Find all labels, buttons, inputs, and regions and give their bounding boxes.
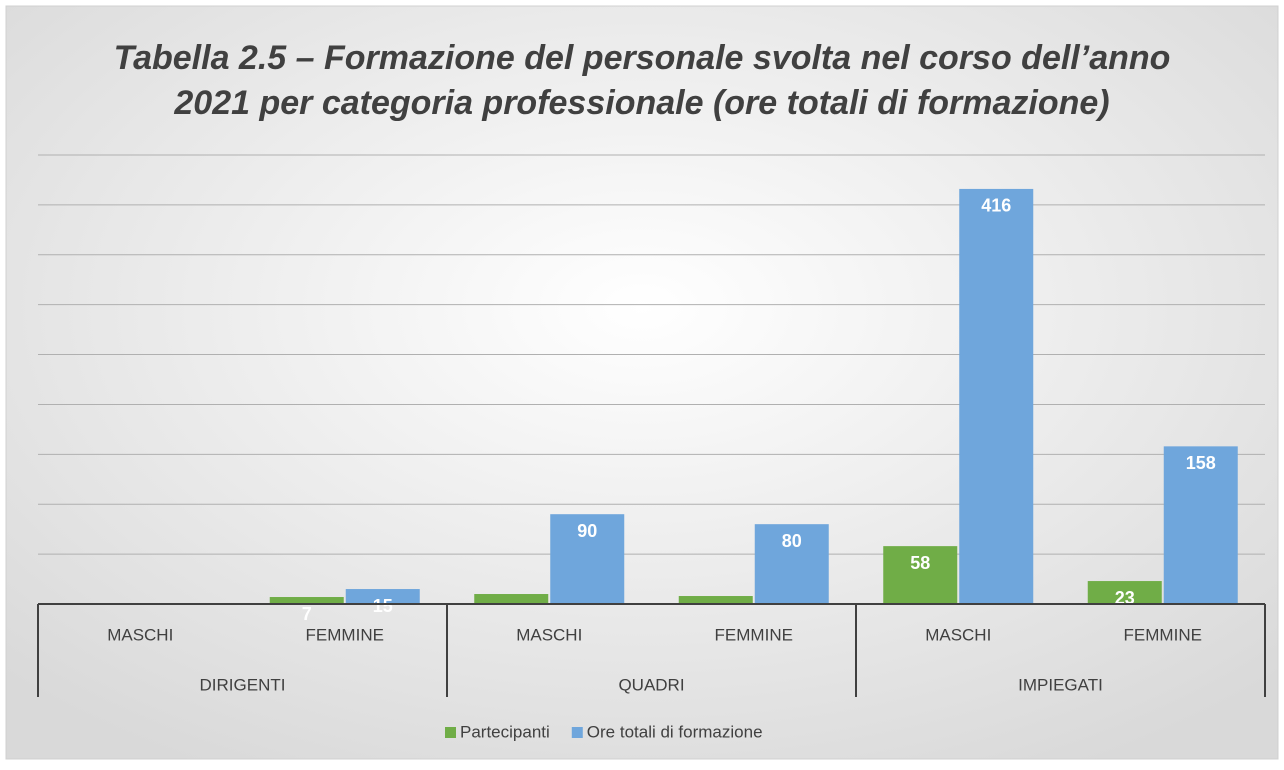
data-label: 23	[1115, 588, 1135, 608]
bar	[1087, 581, 1162, 604]
chart-background	[5, 5, 1279, 760]
x-tick-label: MASCHI	[107, 625, 173, 644]
data-label: 58	[910, 553, 930, 573]
legend-swatch	[571, 727, 583, 738]
data-label: 416	[981, 196, 1011, 216]
legend-label: Ore totali di formazione	[587, 722, 763, 741]
bar	[883, 546, 958, 604]
x-tick-label: MASCHI	[516, 625, 582, 644]
bar	[474, 594, 549, 604]
group-label: QUADRI	[618, 675, 684, 694]
x-tick-label: FEMMINE	[1124, 625, 1202, 644]
data-label: 80	[782, 531, 802, 551]
chart-title: Tabella 2.5 – Formazione del personale s…	[114, 39, 1171, 77]
x-tick-label: MASCHI	[925, 625, 991, 644]
data-label: 15	[373, 596, 393, 616]
legend-swatch	[445, 727, 456, 738]
bar	[269, 597, 344, 604]
bar	[678, 596, 753, 604]
legend-label: Partecipanti	[460, 722, 550, 741]
data-label: 90	[577, 521, 597, 541]
bar	[1163, 446, 1238, 604]
x-tick-label: FEMMINE	[715, 625, 793, 644]
data-label: 158	[1186, 453, 1216, 473]
bar	[550, 514, 625, 604]
x-tick-label: FEMMINE	[306, 625, 384, 644]
bar	[345, 589, 420, 604]
bar	[959, 188, 1034, 604]
bar	[754, 524, 829, 604]
group-label: DIRIGENTI	[200, 675, 286, 694]
chart-title: 2021 per categoria professionale (ore to…	[173, 84, 1109, 122]
group-label: IMPIEGATI	[1018, 675, 1103, 694]
data-label: 7	[302, 604, 312, 624]
